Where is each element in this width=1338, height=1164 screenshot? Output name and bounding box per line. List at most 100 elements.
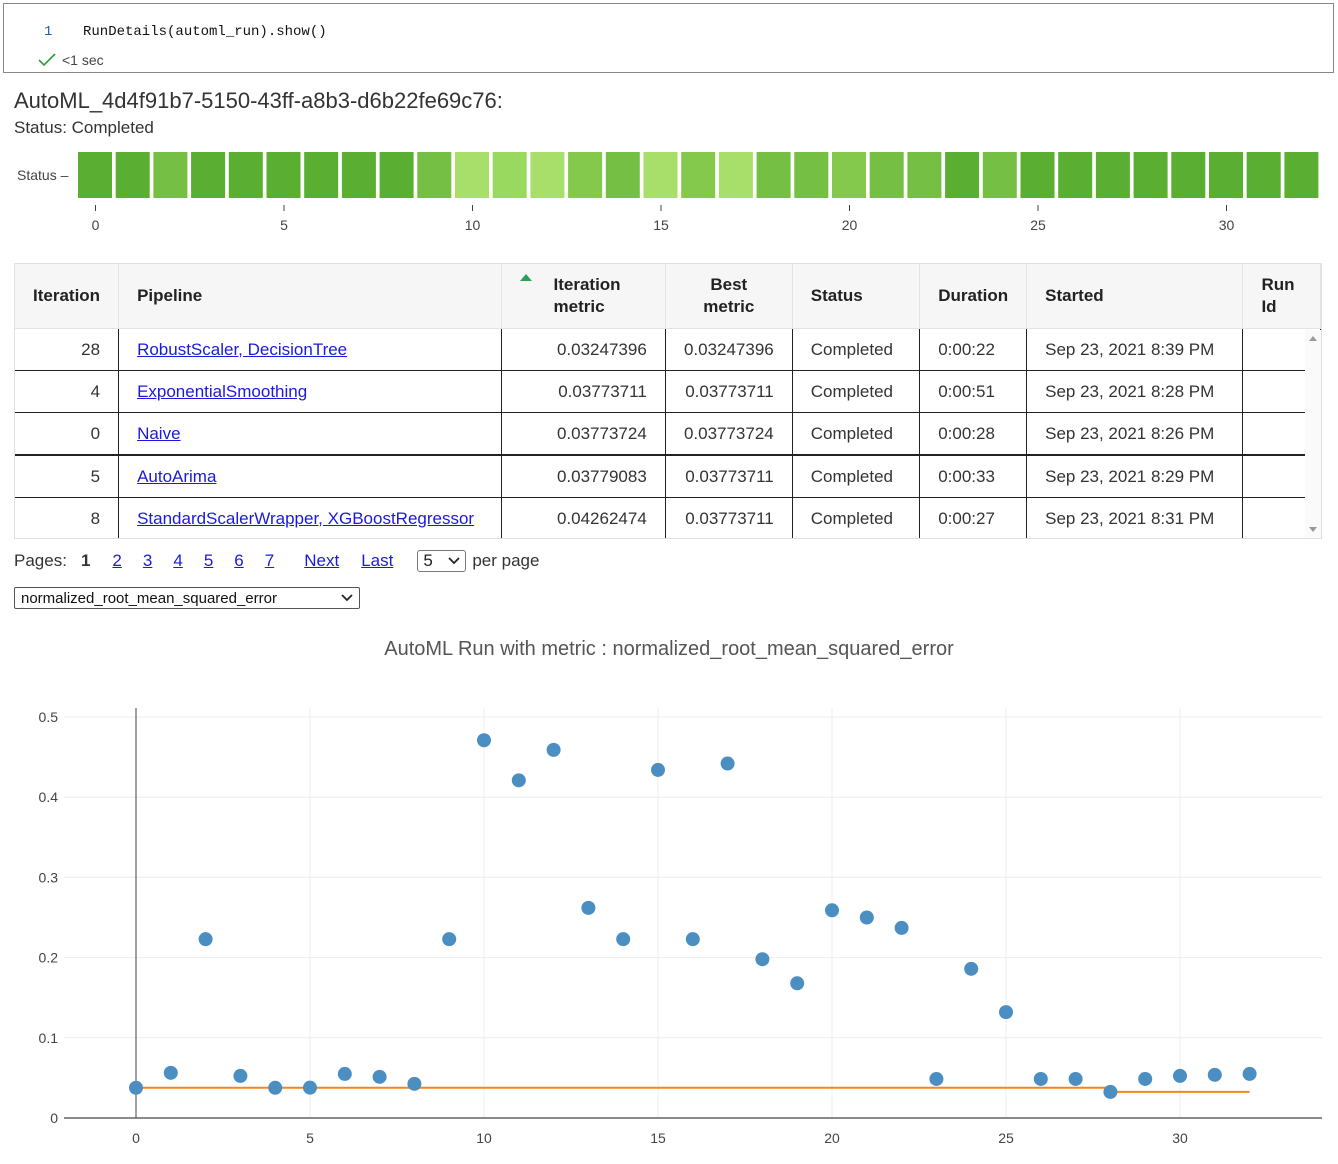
page-link[interactable]: 4 <box>173 551 183 570</box>
data-point[interactable] <box>825 903 839 918</box>
data-point[interactable] <box>755 952 770 967</box>
code-line[interactable]: RunDetails(automl_run).show() <box>83 24 327 40</box>
status-cell[interactable] <box>1020 152 1055 198</box>
status-cell[interactable] <box>455 152 489 198</box>
table-row[interactable]: 5 AutoArima 0.03779083 0.03773711 Completed 0… <box>15 455 1321 498</box>
status-cell[interactable] <box>718 152 753 198</box>
status-cell[interactable] <box>228 152 263 198</box>
data-point[interactable] <box>929 1071 944 1086</box>
data-point[interactable] <box>1068 1071 1083 1086</box>
data-point[interactable] <box>372 1069 387 1084</box>
table-row[interactable]: 4 ExponentialSmoothing 0.03773711 0.0377371… <box>15 370 1321 413</box>
status-cell[interactable] <box>832 152 866 198</box>
data-point[interactable] <box>894 920 909 935</box>
data-point[interactable] <box>1033 1071 1048 1086</box>
data-point[interactable] <box>407 1076 422 1091</box>
data-point[interactable] <box>442 932 457 947</box>
pipeline-link[interactable]: RobustScaler, DecisionTree <box>137 339 348 359</box>
header-run-id[interactable]: Run Id <box>1242 264 1321 329</box>
scroll-down-icon[interactable] <box>1309 527 1317 532</box>
status-cell[interactable] <box>794 152 829 198</box>
status-cell[interactable] <box>982 152 1017 198</box>
status-cell[interactable] <box>153 152 188 198</box>
pipeline-link[interactable]: Naive <box>137 423 181 443</box>
table-row[interactable]: 8 StandardScalerWrapper, XGBoostRegressor… <box>15 497 1321 538</box>
data-point[interactable] <box>477 733 491 748</box>
next-page-link[interactable]: Next <box>304 551 340 570</box>
data-point[interactable] <box>1138 1071 1153 1086</box>
status-cell[interactable] <box>945 152 980 198</box>
status-cell[interactable] <box>1058 152 1093 198</box>
data-point[interactable] <box>1103 1084 1118 1099</box>
status-cell[interactable] <box>78 152 112 198</box>
status-cell[interactable] <box>341 152 376 198</box>
table-row[interactable]: 28 RobustScaler, DecisionTree 0.03247396 0.… <box>15 328 1321 371</box>
status-cell[interactable] <box>492 152 527 198</box>
pipeline-link[interactable]: AutoArima <box>137 466 217 486</box>
table-scrollbar[interactable] <box>1305 330 1321 538</box>
status-cell[interactable] <box>1133 152 1168 198</box>
data-point[interactable] <box>163 1065 178 1080</box>
status-cell[interactable] <box>530 152 565 198</box>
status-cell[interactable] <box>869 152 904 198</box>
code-cell[interactable]: 1 RunDetails(automl_run).show() <1 sec <box>3 3 1334 73</box>
status-cell[interactable] <box>304 152 339 198</box>
data-point[interactable] <box>999 1005 1013 1020</box>
header-pipeline[interactable]: Pipeline <box>118 264 502 329</box>
status-cell[interactable] <box>605 152 640 198</box>
data-point[interactable] <box>129 1080 143 1095</box>
pipeline-link[interactable]: ExponentialSmoothing <box>137 381 308 401</box>
status-cell[interactable] <box>266 152 301 198</box>
status-cell[interactable] <box>568 152 603 198</box>
status-cell[interactable] <box>1284 152 1319 198</box>
pipeline-link[interactable]: StandardScalerWrapper, XGBoostRegressor <box>137 508 475 528</box>
data-point[interactable] <box>268 1080 283 1095</box>
page-link[interactable]: 6 <box>234 551 244 570</box>
table-row[interactable]: 0 Naive 0.03773724 0.03773724 Completed 0:00:… <box>15 412 1321 456</box>
scroll-up-icon[interactable] <box>1309 336 1317 341</box>
data-point[interactable] <box>198 932 213 947</box>
header-best-metric[interactable]: Best metric <box>665 264 793 329</box>
header-iteration[interactable]: Iteration <box>15 264 120 329</box>
data-point[interactable] <box>546 742 561 757</box>
header-duration[interactable]: Duration <box>919 264 1028 329</box>
data-point[interactable] <box>616 932 631 947</box>
metric-scatter-chart[interactable]: 0 0.1 0.2 0.3 0.4 0.5 0 5 10 15 20 25 30 <box>0 690 1338 1164</box>
data-point[interactable] <box>964 961 979 976</box>
data-point[interactable] <box>1173 1068 1187 1083</box>
header-started[interactable]: Started <box>1026 264 1244 329</box>
metric-select[interactable]: normalized_root_mean_squared_error <box>14 587 360 609</box>
data-point[interactable] <box>1207 1067 1222 1082</box>
data-point[interactable] <box>685 932 700 947</box>
status-cell[interactable] <box>1095 152 1130 198</box>
status-cell[interactable] <box>643 152 678 198</box>
status-cell[interactable] <box>1171 152 1206 198</box>
status-cell[interactable] <box>756 152 791 198</box>
header-status[interactable]: Status <box>792 264 921 329</box>
page-link[interactable]: 2 <box>112 551 122 570</box>
data-point[interactable] <box>303 1080 317 1095</box>
data-point[interactable] <box>337 1066 352 1081</box>
status-cell[interactable] <box>907 152 942 198</box>
status-cell[interactable] <box>1209 152 1243 198</box>
page-link[interactable]: 5 <box>203 551 214 570</box>
status-cell[interactable] <box>191 152 226 198</box>
header-iteration-metric[interactable]: Iteration metric <box>501 264 666 329</box>
data-point[interactable] <box>651 762 665 777</box>
data-point[interactable] <box>859 910 874 925</box>
status-cell[interactable] <box>417 152 452 198</box>
data-point[interactable] <box>511 773 526 788</box>
status-cell[interactable] <box>379 152 414 198</box>
page-link[interactable]: 7 <box>264 551 275 570</box>
data-point[interactable] <box>720 756 735 771</box>
last-page-link[interactable]: Last <box>361 551 394 570</box>
data-point[interactable] <box>1242 1066 1257 1081</box>
status-cell[interactable] <box>1246 152 1281 198</box>
page-link[interactable]: 3 <box>142 551 153 570</box>
status-cell[interactable] <box>681 152 716 198</box>
status-cell[interactable] <box>115 152 150 198</box>
per-page-select[interactable]: 5 <box>417 550 467 572</box>
data-point[interactable] <box>233 1068 248 1083</box>
data-point[interactable] <box>790 976 805 991</box>
data-point[interactable] <box>581 900 596 915</box>
